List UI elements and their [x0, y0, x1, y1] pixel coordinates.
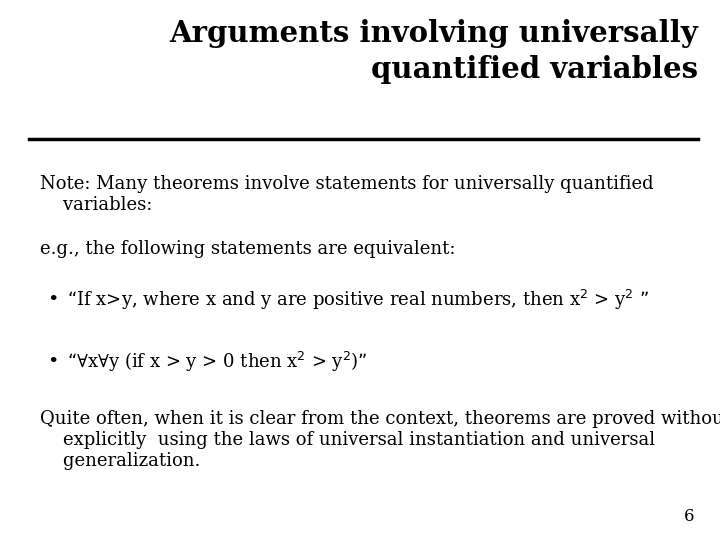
- Text: Note: Many theorems involve statements for universally quantified
    variables:: Note: Many theorems involve statements f…: [40, 175, 653, 214]
- Text: 6: 6: [684, 508, 695, 525]
- Text: •: •: [47, 291, 58, 309]
- Text: Arguments involving universally
quantified variables: Arguments involving universally quantifi…: [169, 19, 698, 84]
- Text: “If x>y, where x and y are positive real numbers, then x$^2$ > y$^2$ ”: “If x>y, where x and y are positive real…: [67, 288, 649, 312]
- Text: “∀x∀y (if x > y > 0 then x$^2$ > y$^2$)”: “∀x∀y (if x > y > 0 then x$^2$ > y$^2$)”: [67, 350, 367, 374]
- Text: •: •: [47, 353, 58, 371]
- Text: e.g., the following statements are equivalent:: e.g., the following statements are equiv…: [40, 240, 455, 258]
- Text: Quite often, when it is clear from the context, theorems are proved without
    : Quite often, when it is clear from the c…: [40, 410, 720, 470]
